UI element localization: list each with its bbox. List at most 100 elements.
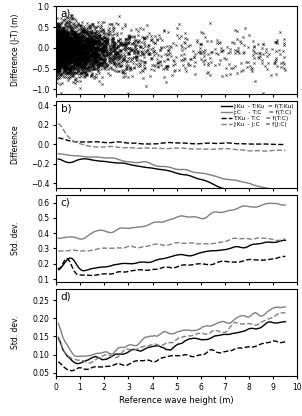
Point bbox=[67, 18, 72, 25]
Point bbox=[82, 45, 87, 52]
Point bbox=[117, 68, 121, 75]
Point bbox=[153, 32, 157, 39]
Point bbox=[78, 64, 82, 70]
Point bbox=[77, 39, 82, 46]
Point bbox=[79, 44, 84, 51]
Point bbox=[79, 37, 84, 43]
Point bbox=[55, 39, 59, 45]
Point bbox=[56, 38, 61, 45]
Point bbox=[128, 65, 133, 72]
Point bbox=[101, 55, 106, 62]
Point bbox=[91, 40, 96, 46]
Point bbox=[109, 45, 114, 52]
Point bbox=[61, 47, 66, 54]
Point bbox=[60, 51, 65, 57]
Point bbox=[55, 64, 59, 71]
Point bbox=[57, 39, 62, 46]
Point bbox=[108, 53, 112, 60]
Point bbox=[85, 56, 89, 63]
Point bbox=[58, 30, 63, 36]
Point bbox=[71, 51, 76, 57]
Point bbox=[72, 22, 77, 29]
Point bbox=[60, 32, 65, 38]
Point bbox=[134, 25, 139, 32]
Point bbox=[56, 55, 61, 62]
Point bbox=[55, 39, 59, 46]
Point bbox=[89, 30, 94, 36]
Point bbox=[66, 45, 71, 52]
Point bbox=[76, 41, 81, 47]
Point bbox=[91, 33, 96, 40]
Point bbox=[66, 70, 71, 77]
Point bbox=[76, 59, 81, 66]
Point bbox=[56, 43, 61, 50]
Point bbox=[84, 37, 89, 44]
Point bbox=[78, 53, 82, 59]
Point bbox=[67, 35, 72, 42]
Point bbox=[61, 42, 66, 48]
Point bbox=[70, 59, 75, 65]
Point bbox=[56, 27, 61, 33]
Point bbox=[55, 43, 59, 50]
Point bbox=[82, 51, 86, 58]
Point bbox=[58, 47, 63, 53]
Point bbox=[100, 74, 104, 80]
Point bbox=[93, 54, 98, 60]
Point bbox=[59, 40, 64, 47]
Point bbox=[57, 53, 62, 59]
Point bbox=[71, 48, 76, 54]
Point bbox=[63, 54, 68, 61]
Point bbox=[119, 47, 124, 54]
Point bbox=[55, 63, 59, 69]
Point bbox=[76, 38, 81, 45]
Point bbox=[153, 40, 158, 47]
Point bbox=[68, 52, 73, 59]
Point bbox=[75, 39, 80, 46]
Point bbox=[66, 57, 71, 64]
Point bbox=[71, 45, 76, 52]
Point bbox=[64, 48, 69, 55]
Point bbox=[112, 40, 117, 47]
Point bbox=[55, 64, 59, 71]
Point bbox=[81, 44, 86, 51]
Point bbox=[142, 34, 147, 40]
Point bbox=[71, 60, 76, 67]
Point bbox=[61, 59, 66, 66]
Point bbox=[55, 25, 59, 32]
Point bbox=[186, 62, 191, 68]
Point bbox=[88, 36, 93, 43]
Point bbox=[55, 57, 59, 63]
Point bbox=[70, 39, 75, 46]
Point bbox=[76, 35, 80, 42]
Point bbox=[104, 35, 109, 42]
Point bbox=[73, 34, 78, 41]
Point bbox=[64, 50, 69, 57]
Point bbox=[56, 37, 61, 44]
Point bbox=[101, 57, 106, 63]
Point bbox=[73, 38, 78, 45]
Point bbox=[58, 45, 63, 52]
Point bbox=[81, 45, 86, 52]
Point bbox=[56, 47, 61, 54]
Point bbox=[89, 51, 94, 58]
Point bbox=[188, 56, 193, 63]
Point bbox=[79, 47, 84, 54]
Point bbox=[56, 35, 61, 41]
Point bbox=[75, 20, 80, 27]
Point bbox=[78, 54, 83, 61]
Point bbox=[56, 66, 61, 72]
Point bbox=[127, 35, 132, 41]
Point bbox=[126, 89, 130, 96]
Point bbox=[66, 48, 71, 54]
Y-axis label: Difference (J-T) (m): Difference (J-T) (m) bbox=[11, 14, 20, 86]
Point bbox=[55, 47, 59, 54]
Point bbox=[55, 36, 59, 43]
Point bbox=[103, 41, 108, 47]
Point bbox=[67, 45, 72, 51]
Point bbox=[83, 51, 88, 58]
Point bbox=[67, 65, 72, 72]
Point bbox=[55, 31, 60, 37]
Point bbox=[74, 46, 79, 52]
Point bbox=[80, 67, 85, 74]
Point bbox=[198, 50, 203, 56]
